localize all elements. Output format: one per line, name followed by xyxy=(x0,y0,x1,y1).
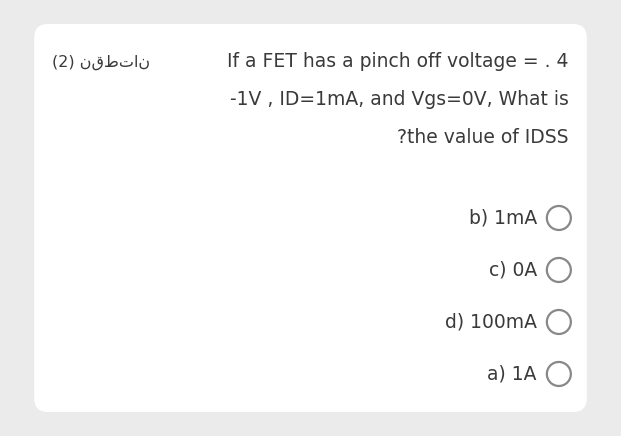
Text: b) 1mA: b) 1mA xyxy=(469,208,537,228)
Text: If a FET has a pinch off voltage = . 4: If a FET has a pinch off voltage = . 4 xyxy=(227,52,569,72)
Text: (2) نقطتان: (2) نقطتان xyxy=(52,54,150,70)
Text: -1V , ID=1mA, and Vgs=0V, What is: -1V , ID=1mA, and Vgs=0V, What is xyxy=(230,91,569,109)
Text: d) 100mA: d) 100mA xyxy=(445,313,537,331)
Text: ?the value of IDSS: ?the value of IDSS xyxy=(397,129,569,147)
Text: a) 1A: a) 1A xyxy=(487,364,537,384)
FancyBboxPatch shape xyxy=(34,24,587,412)
Text: c) 0A: c) 0A xyxy=(489,260,537,279)
